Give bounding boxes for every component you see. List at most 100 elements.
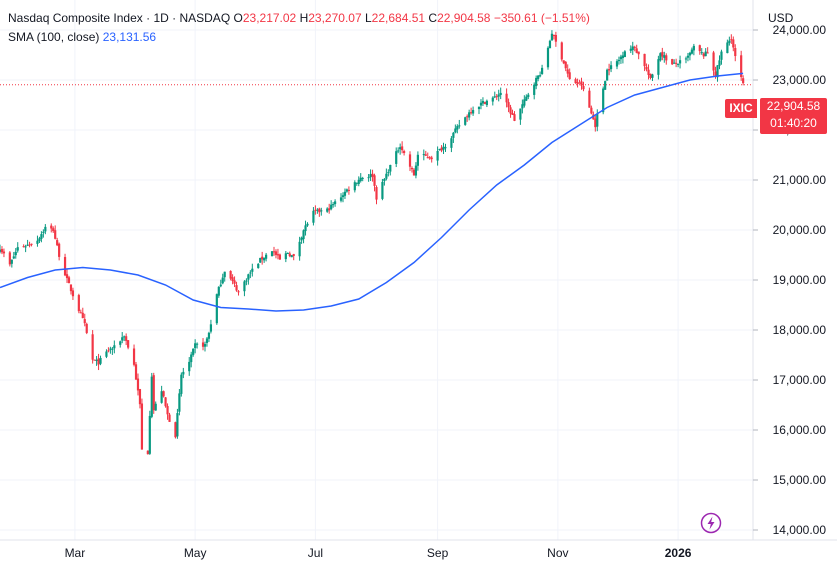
candle [631, 41, 634, 55]
candle [548, 39, 552, 49]
time-axis[interactable]: Mar May Jul Sep Nov 2026 [65, 546, 692, 560]
candle-body [440, 147, 443, 151]
candle [440, 145, 443, 153]
candle-body [401, 146, 404, 151]
open-value: 23,217.02 [242, 11, 297, 25]
candle [134, 361, 138, 380]
candle-body [422, 154, 425, 156]
symbol-tag: IXIC [725, 99, 757, 118]
candle-body [444, 147, 447, 149]
candle-body [491, 97, 494, 102]
candle [44, 224, 47, 235]
candle-body [742, 78, 745, 84]
candle [704, 48, 707, 57]
candle-body [119, 341, 122, 345]
candle-body [304, 225, 307, 232]
candle-body [312, 210, 315, 223]
candle [203, 341, 207, 352]
candle [399, 143, 402, 155]
candle-body [470, 112, 473, 114]
candle-body [154, 403, 157, 411]
candle-body [65, 274, 69, 279]
candle [505, 88, 508, 108]
candle [221, 273, 224, 285]
candle-body [221, 277, 224, 284]
candle-body [42, 231, 45, 233]
candle-body [355, 182, 358, 184]
candle-body [146, 450, 149, 455]
candle [686, 52, 690, 62]
candle [10, 259, 13, 268]
candle-body [265, 254, 268, 259]
candle [99, 355, 102, 366]
candle-body [609, 65, 613, 70]
candle-body [673, 62, 676, 64]
bar-countdown: 01:40:20 [770, 116, 817, 130]
candle-body [716, 65, 719, 78]
candle [178, 388, 181, 416]
candle-body [152, 375, 155, 411]
candle [286, 252, 289, 255]
candle-body [402, 151, 406, 154]
candle [645, 63, 648, 72]
last-price: 22,904.58 [766, 99, 821, 113]
candle-body [594, 118, 597, 128]
candle [554, 31, 557, 47]
candle [14, 248, 17, 259]
candle-body [148, 415, 151, 454]
candle-body [235, 285, 238, 291]
candle-body [493, 96, 496, 98]
candle-body [726, 42, 729, 54]
candle-body [36, 240, 39, 244]
candle [272, 246, 276, 256]
candle [740, 50, 743, 81]
currency-label[interactable]: USD [768, 11, 794, 25]
candle [22, 244, 25, 248]
candle-body [619, 56, 623, 60]
candle-body [702, 53, 705, 57]
candle [67, 275, 71, 284]
candle [629, 45, 632, 54]
candle [223, 271, 226, 282]
candle-body [237, 291, 240, 293]
candle-body [623, 51, 626, 57]
candle [265, 252, 268, 262]
candle [566, 64, 569, 78]
candle [111, 346, 114, 355]
y-tick-label: 16,000.00 [773, 423, 827, 437]
symbol-name[interactable]: Nasdaq Composite Index [8, 11, 143, 25]
candle-body [12, 256, 15, 259]
candle-body [387, 172, 390, 174]
candle-body [410, 167, 414, 170]
sma-label[interactable]: SMA (100, close) [8, 30, 100, 44]
candle-body [552, 35, 556, 37]
candle [397, 147, 400, 154]
candle [387, 169, 390, 177]
candle [742, 75, 745, 86]
candle [657, 55, 660, 80]
candle-body [111, 348, 114, 350]
candle-body [0, 249, 2, 252]
candle [288, 251, 291, 258]
candle-body [608, 69, 611, 71]
candle-body [270, 251, 274, 257]
candle [148, 410, 151, 455]
candle-body [574, 79, 577, 84]
candle [716, 65, 719, 82]
candle-body [381, 181, 384, 199]
candle-body [290, 255, 293, 258]
candle [249, 270, 252, 279]
candle-body [426, 157, 429, 159]
candle [582, 81, 585, 92]
candle-body [720, 51, 723, 60]
candle [229, 270, 232, 281]
candle-body [251, 268, 254, 272]
lightning-bolt-icon[interactable] [700, 512, 722, 534]
interval-label[interactable]: 1D [153, 11, 169, 25]
candle-body [320, 210, 323, 212]
candle-body [359, 177, 362, 182]
candle [690, 47, 693, 55]
candle [192, 348, 195, 357]
candle [452, 131, 455, 144]
